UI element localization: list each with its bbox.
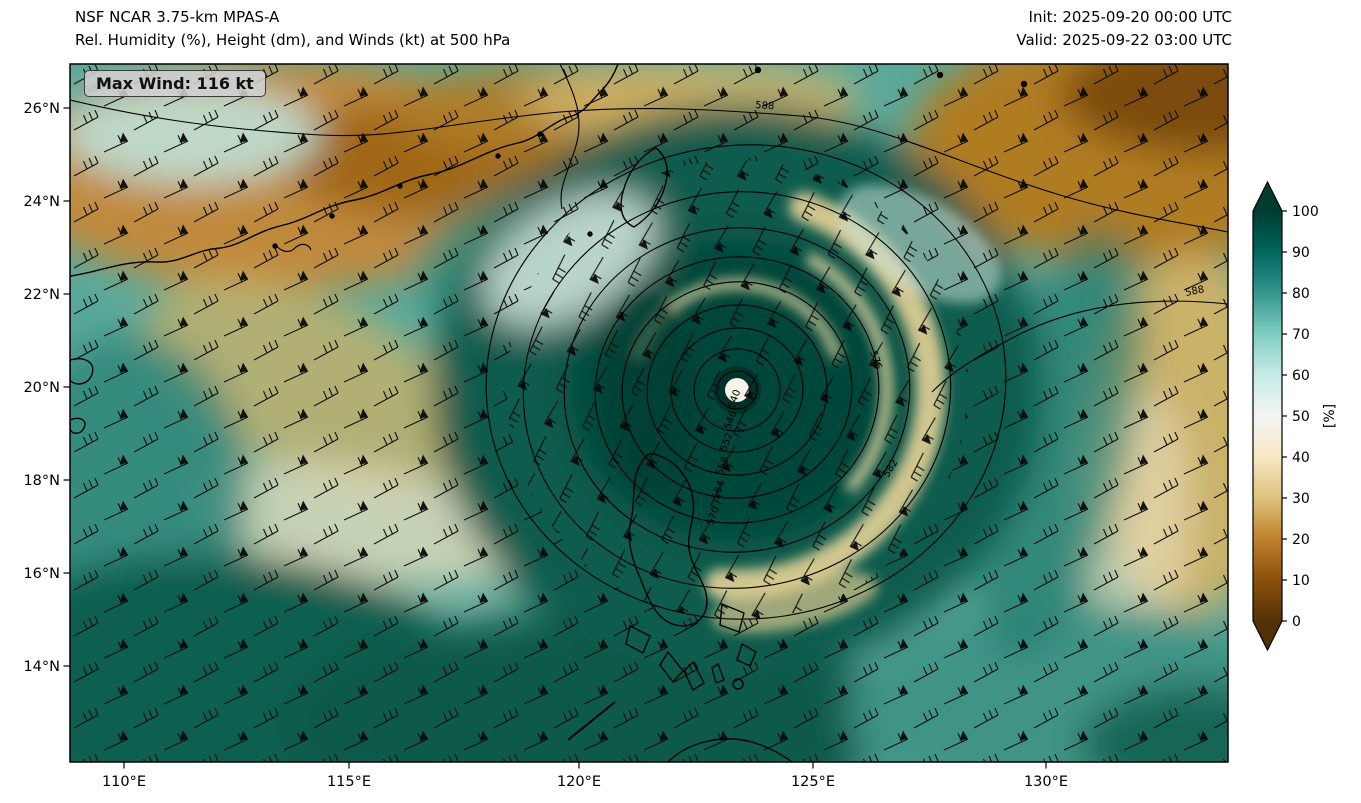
- colorbar-tick-label: 20: [1292, 532, 1310, 548]
- axis-ticks: [63, 107, 1047, 769]
- colorbar-tick-label: 0: [1292, 614, 1301, 630]
- figure-title-block: NSF NCAR 3.75-km MPAS-A Rel. Humidity (%…: [75, 6, 510, 52]
- lon-axis: 110°E 115°E 120°E 125°E 130°E: [102, 774, 1068, 790]
- china-coast: [70, 64, 619, 277]
- max-wind-badge: Max Wind: 116 kt: [84, 70, 266, 97]
- lat-tick-label: 24°N: [23, 194, 60, 210]
- lat-axis: 26°N 24°N 22°N 20°N 18°N 16°N 14°N: [23, 101, 60, 675]
- colorbar-tick-label: 50: [1292, 409, 1310, 425]
- plot-frame: [69, 63, 1229, 763]
- lon-tick-label: 110°E: [102, 774, 146, 790]
- valid-time: Valid: 2025-09-22 03:00 UTC: [1016, 31, 1232, 49]
- fields-subtitle: Rel. Humidity (%), Height (dm), and Wind…: [75, 31, 511, 49]
- taiwan-coast: [620, 147, 668, 228]
- lon-tick-label: 115°E: [327, 774, 371, 790]
- colorbar-tick-label: 90: [1292, 245, 1310, 261]
- colorbar: 100 90 80 70 60 50 40 30 20 10 0 [%]: [1252, 180, 1338, 652]
- contour-588-north: [70, 99, 1228, 233]
- lat-tick-label: 16°N: [23, 566, 60, 582]
- init-time: Init: 2025-09-20 00:00 UTC: [1028, 8, 1232, 26]
- lat-tick-label: 26°N: [23, 101, 60, 117]
- lon-tick-label: 125°E: [791, 774, 835, 790]
- lon-tick-label: 130°E: [1024, 774, 1068, 790]
- contour-branch-taiwan: [559, 64, 580, 210]
- colorbar-tick-label: 60: [1292, 368, 1310, 384]
- wind-barbs-outer: [70, 64, 1228, 762]
- map-plot-area: 588 588 588 576 582 570 564 558 552 546 …: [70, 64, 1228, 762]
- height-contours: [70, 64, 1228, 620]
- contour-label: 588: [1184, 284, 1205, 299]
- colorbar-tick-label: 30: [1292, 491, 1310, 507]
- colorbar-tick-label: 40: [1292, 450, 1310, 466]
- colorbar-ticks: [1282, 210, 1287, 622]
- wind-barbs-cyclone: [507, 160, 967, 620]
- mindanao-coast: [667, 738, 793, 762]
- colorbar-tick-label: 10: [1292, 573, 1310, 589]
- luzon-coast: [628, 452, 708, 627]
- model-name: NSF NCAR 3.75-km MPAS-A: [75, 8, 280, 26]
- colorbar-unit-label: [%]: [1322, 404, 1338, 428]
- lon-tick-label: 120°E: [557, 774, 601, 790]
- colorbar-bar: [1252, 180, 1283, 652]
- lat-tick-label: 14°N: [23, 659, 60, 675]
- coastlines: [70, 64, 1028, 762]
- colorbar-tick-label: 80: [1292, 286, 1310, 302]
- lat-tick-label: 22°N: [23, 287, 60, 303]
- colorbar-tick-label: 70: [1292, 327, 1310, 343]
- colorbar-tick-label: 100: [1292, 204, 1319, 220]
- lat-tick-label: 20°N: [23, 380, 60, 396]
- lat-tick-label: 18°N: [23, 473, 60, 489]
- contour-label: 588: [755, 100, 775, 112]
- figure-time-block: Init: 2025-09-20 00:00 UTC Valid: 2025-0…: [1016, 6, 1232, 52]
- contour-588-east: [931, 300, 1228, 393]
- wind-barbs: [70, 64, 1228, 762]
